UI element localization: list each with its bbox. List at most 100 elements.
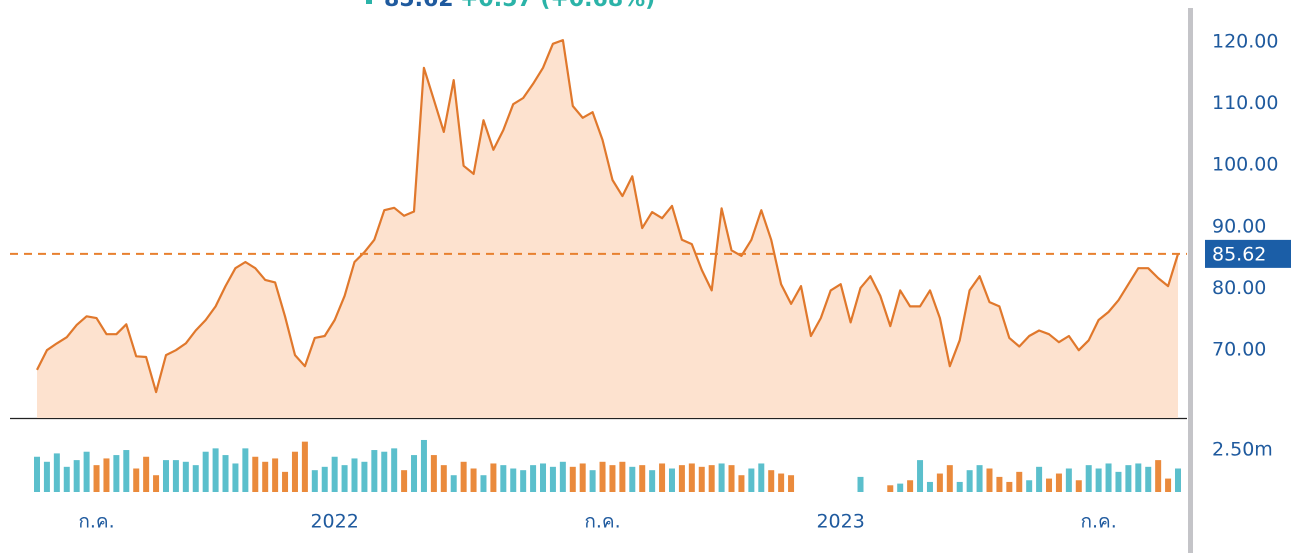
volume-bar — [331, 456, 338, 492]
volume-bar — [897, 483, 904, 492]
volume-bar — [1115, 471, 1122, 492]
volume-tick-label: 2.50m — [1212, 439, 1273, 461]
volume-bar — [936, 473, 943, 492]
volume-bar — [143, 456, 150, 492]
volume-bar — [946, 465, 953, 492]
volume-bar — [470, 468, 477, 492]
volume-bar — [430, 455, 437, 492]
volume-bar — [678, 465, 685, 492]
volume-bar — [133, 468, 140, 492]
volume-bar — [162, 460, 169, 492]
header-change: +0.57 (+0.68%) — [460, 0, 655, 12]
volume-bar — [1075, 480, 1082, 492]
header-marker — [366, 0, 372, 4]
volume-bar — [490, 463, 497, 492]
volume-bar — [401, 470, 408, 492]
volume-bar — [956, 481, 963, 492]
x-tick-label: 2023 — [816, 511, 864, 533]
volume-bar — [659, 463, 666, 492]
volume-bar — [1095, 468, 1102, 492]
header-price: 85.62 — [384, 0, 454, 12]
volume-bar — [440, 465, 447, 492]
price-badge-label: 85.62 — [1212, 243, 1266, 265]
volume-bar — [153, 475, 160, 492]
volume-bar — [768, 470, 775, 492]
volume-bar — [758, 463, 765, 492]
volume-bar — [212, 448, 219, 492]
volume-bar — [510, 468, 517, 492]
volume-bar — [182, 461, 189, 492]
volume-bar — [272, 458, 279, 492]
y-tick-label: 90.00 — [1212, 215, 1266, 237]
volume-bar — [589, 470, 596, 492]
y-tick-label: 120.00 — [1212, 30, 1278, 52]
volume-bar — [1006, 481, 1013, 492]
price-badge — [1205, 239, 1291, 268]
volume-bar — [411, 455, 418, 492]
volume-bar — [926, 481, 933, 492]
volume-bar — [43, 461, 50, 492]
volume-bar — [301, 441, 308, 492]
volume-bar — [1055, 473, 1062, 492]
volume-bar — [311, 470, 318, 492]
volume-bar — [748, 468, 755, 492]
y-tick-label: 110.00 — [1212, 92, 1278, 114]
volume-bar — [1145, 466, 1152, 492]
volume-bar — [738, 475, 745, 492]
x-tick-label: ก.ค. — [584, 511, 620, 533]
volume-bar — [480, 475, 487, 492]
volume-bar — [232, 463, 239, 492]
volume-bar — [500, 465, 507, 492]
volume-bar — [629, 466, 636, 492]
y-tick-label: 70.00 — [1212, 339, 1266, 361]
volume-bar — [420, 439, 427, 492]
volume-bar — [63, 466, 70, 492]
volume-bar — [549, 466, 556, 492]
volume-bar — [381, 451, 388, 492]
volume-bar — [996, 476, 1003, 492]
volume-bar — [282, 471, 289, 492]
volume-bar — [688, 463, 695, 492]
volume-bar — [450, 475, 457, 492]
volume-bar — [639, 465, 646, 492]
volume-bar — [540, 463, 547, 492]
volume-bar — [242, 448, 249, 492]
volume-bar — [976, 465, 983, 492]
x-tick-label: ก.ค. — [1080, 511, 1116, 533]
volume-bar — [1026, 480, 1033, 492]
volume-bar — [520, 470, 527, 492]
volume-bar — [53, 453, 60, 492]
volume-bar — [1085, 465, 1092, 492]
volume-bar — [351, 458, 358, 492]
volume-bar — [123, 450, 130, 492]
volume-bar — [788, 475, 795, 492]
volume-bar — [1016, 471, 1023, 492]
volume-bar — [361, 461, 368, 492]
volume-bar — [698, 466, 705, 492]
y-tick-label: 100.00 — [1212, 154, 1278, 176]
volume-bar — [579, 463, 586, 492]
volume-bar — [1105, 463, 1112, 492]
volume-bar — [1046, 478, 1053, 492]
volume-bar — [599, 461, 606, 492]
volume-bar — [1175, 468, 1181, 492]
volume-bar — [113, 455, 120, 492]
volume-bar — [966, 470, 973, 492]
volume-bar — [649, 470, 656, 492]
volume-bar — [83, 451, 90, 492]
volume-bar — [609, 465, 616, 492]
volume-bar — [1036, 466, 1043, 492]
price-line — [36, 39, 1180, 394]
volume-bar — [1165, 478, 1172, 492]
y-tick-label: 80.00 — [1212, 277, 1266, 299]
volume-bar — [668, 468, 675, 492]
volume-bar — [778, 473, 785, 492]
volume-bar — [857, 476, 864, 492]
volume-bar — [559, 461, 566, 492]
volume-bar — [986, 468, 993, 492]
volume-bar — [728, 465, 735, 492]
x-tick-label: ก.ค. — [78, 511, 114, 533]
volume-bar — [887, 485, 894, 492]
volume-bar — [341, 465, 348, 492]
